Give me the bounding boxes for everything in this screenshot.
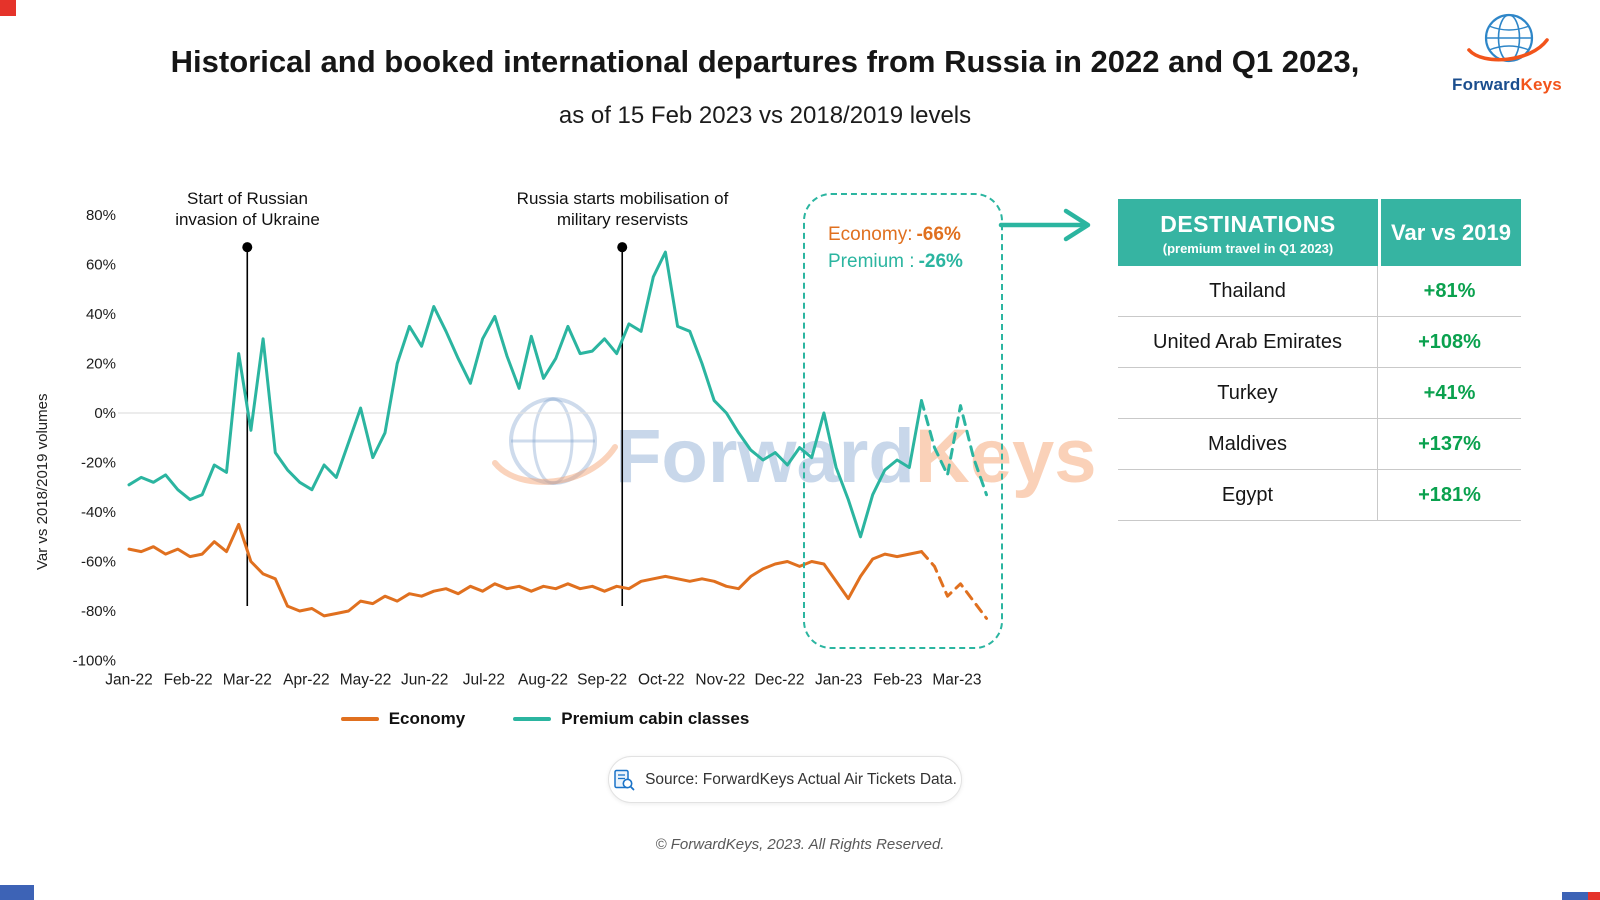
y-tick-label: 0%	[94, 405, 116, 422]
legend-item-premium: Premium cabin classes	[513, 709, 749, 729]
y-tick-label: 40%	[86, 306, 116, 323]
var-cell: +181%	[1418, 483, 1481, 506]
y-tick-label: 60%	[86, 257, 116, 274]
x-tick-label: Jan-23	[815, 672, 862, 689]
table-row: Maldives +137%	[1118, 419, 1521, 470]
economy-forecast-line	[920, 550, 988, 620]
x-tick-label: Feb-23	[873, 672, 922, 689]
destination-cell: Egypt	[1118, 470, 1378, 520]
globe-icon	[1467, 13, 1549, 63]
header-var-vs-2019: Var vs 2019	[1381, 199, 1521, 266]
header-destinations-subtitle: (premium travel in Q1 2023)	[1162, 241, 1334, 256]
logo-text-keys: Keys	[1520, 75, 1562, 94]
page-title: Historical and booked international depa…	[170, 44, 1360, 79]
page-subtitle: as of 15 Feb 2023 vs 2018/2019 levels	[558, 102, 972, 129]
var-cell: +81%	[1423, 279, 1476, 302]
destination-cell: Turkey	[1118, 368, 1378, 418]
premium-forecast-line	[920, 399, 988, 497]
x-tick-label: Aug-22	[518, 672, 568, 689]
corner-accent-red-br	[1588, 892, 1600, 900]
highlight-labels: Economy: -66% Premium : -26%	[828, 221, 963, 275]
annotation-invasion-label: Start of Russian invasion of Ukraine	[175, 189, 320, 229]
y-tick-label: 20%	[86, 356, 116, 373]
y-tick-label: -100%	[73, 653, 116, 670]
corner-accent-blue	[0, 885, 34, 900]
y-tick-label: -40%	[81, 504, 116, 521]
economy-line-swatch	[340, 717, 379, 721]
economy-line	[127, 522, 923, 618]
x-tick-label: Jun-22	[401, 672, 448, 689]
header-destinations: DESTINATIONS (premium travel in Q1 2023)	[1118, 199, 1378, 266]
source-text: Source: ForwardKeys Actual Air Tickets D…	[645, 770, 957, 788]
destinations-table-body: Thailand +81% United Arab Emirates +108% Tur…	[1118, 266, 1521, 521]
x-tick-label: May-22	[340, 672, 392, 689]
event-dot	[617, 242, 628, 253]
highlight-premium-value: -26%	[918, 251, 963, 272]
x-tick-label: Oct-22	[638, 672, 685, 689]
y-tick-label: -20%	[81, 455, 116, 472]
y-axis-label: Var vs 2018/2019 volumes	[34, 393, 51, 571]
destinations-table-header: DESTINATIONS (premium travel in Q1 2023)…	[1118, 199, 1521, 266]
x-tick-label: Nov-22	[695, 672, 745, 689]
table-row: Thailand +81%	[1118, 266, 1521, 317]
forwardkeys-logo: ForwardKeys	[1448, 8, 1566, 95]
x-tick-label: Jan-22	[105, 672, 152, 689]
x-tick-label: Feb-22	[164, 672, 213, 689]
footer-copyright: © ForwardKeys, 2023. All Rights Reserved…	[655, 836, 945, 853]
y-tick-label: -80%	[81, 603, 116, 620]
arrow-to-table-icon	[998, 208, 1091, 242]
legend-item-economy: Economy	[340, 709, 466, 729]
x-tick-label: Sep-22	[577, 672, 627, 689]
y-tick-label: 80%	[86, 207, 116, 224]
var-cell: +41%	[1423, 381, 1476, 404]
var-cell: +137%	[1418, 432, 1481, 455]
highlight-economy: Economy: -66%	[828, 221, 963, 248]
table-row: United Arab Emirates +108%	[1118, 317, 1521, 368]
destination-cell: Maldives	[1118, 419, 1378, 469]
x-tick-label: Apr-22	[283, 672, 330, 689]
premium-line-swatch	[513, 717, 552, 721]
destination-cell: Thailand	[1118, 266, 1378, 316]
x-tick-label: Dec-22	[755, 672, 805, 689]
event-dot	[242, 242, 253, 253]
document-search-icon	[614, 769, 635, 790]
premium-line	[127, 250, 923, 539]
x-tick-label: Mar-23	[932, 672, 981, 689]
highlight-premium-label: Premium :	[828, 251, 915, 272]
chart-legend: Economy Premium cabin classes	[70, 709, 1020, 729]
destination-cell: United Arab Emirates	[1118, 317, 1378, 367]
legend-premium-label: Premium cabin classes	[561, 709, 750, 728]
logo-wordmark: ForwardKeys	[1448, 75, 1566, 95]
chart-area: ForwardKeys 80% 60% 40% 20% 0% -20% -40% -60% -8…	[70, 185, 1097, 755]
logo-text-forward: Forward	[1452, 75, 1521, 94]
forecast-highlight-box	[803, 193, 1003, 649]
destinations-table: DESTINATIONS (premium travel in Q1 2023)…	[1118, 199, 1521, 521]
highlight-economy-value: -66%	[916, 224, 961, 245]
departures-line-chart: 80% 60% 40% 20% 0% -20% -40% -60% -80% -100% Jan-2…	[73, 207, 1000, 689]
table-row: Turkey +41%	[1118, 368, 1521, 419]
corner-accent-red	[0, 0, 16, 16]
highlight-economy-label: Economy:	[828, 224, 913, 245]
source-pill: Source: ForwardKeys Actual Air Tickets D…	[608, 756, 962, 803]
x-tick-label: Jul-22	[463, 672, 505, 689]
var-cell: +108%	[1418, 330, 1481, 353]
table-row: Egypt +181%	[1118, 470, 1521, 521]
legend-economy-label: Economy	[388, 709, 466, 728]
header-destinations-title: DESTINATIONS	[1160, 211, 1336, 237]
annotation-mobilisation-label: Russia starts mobilisation of military r…	[516, 189, 729, 229]
y-tick-label: -60%	[81, 554, 116, 571]
corner-accent-blue-br	[1562, 892, 1588, 900]
x-tick-label: Mar-22	[223, 672, 272, 689]
highlight-premium: Premium : -26%	[828, 248, 963, 275]
